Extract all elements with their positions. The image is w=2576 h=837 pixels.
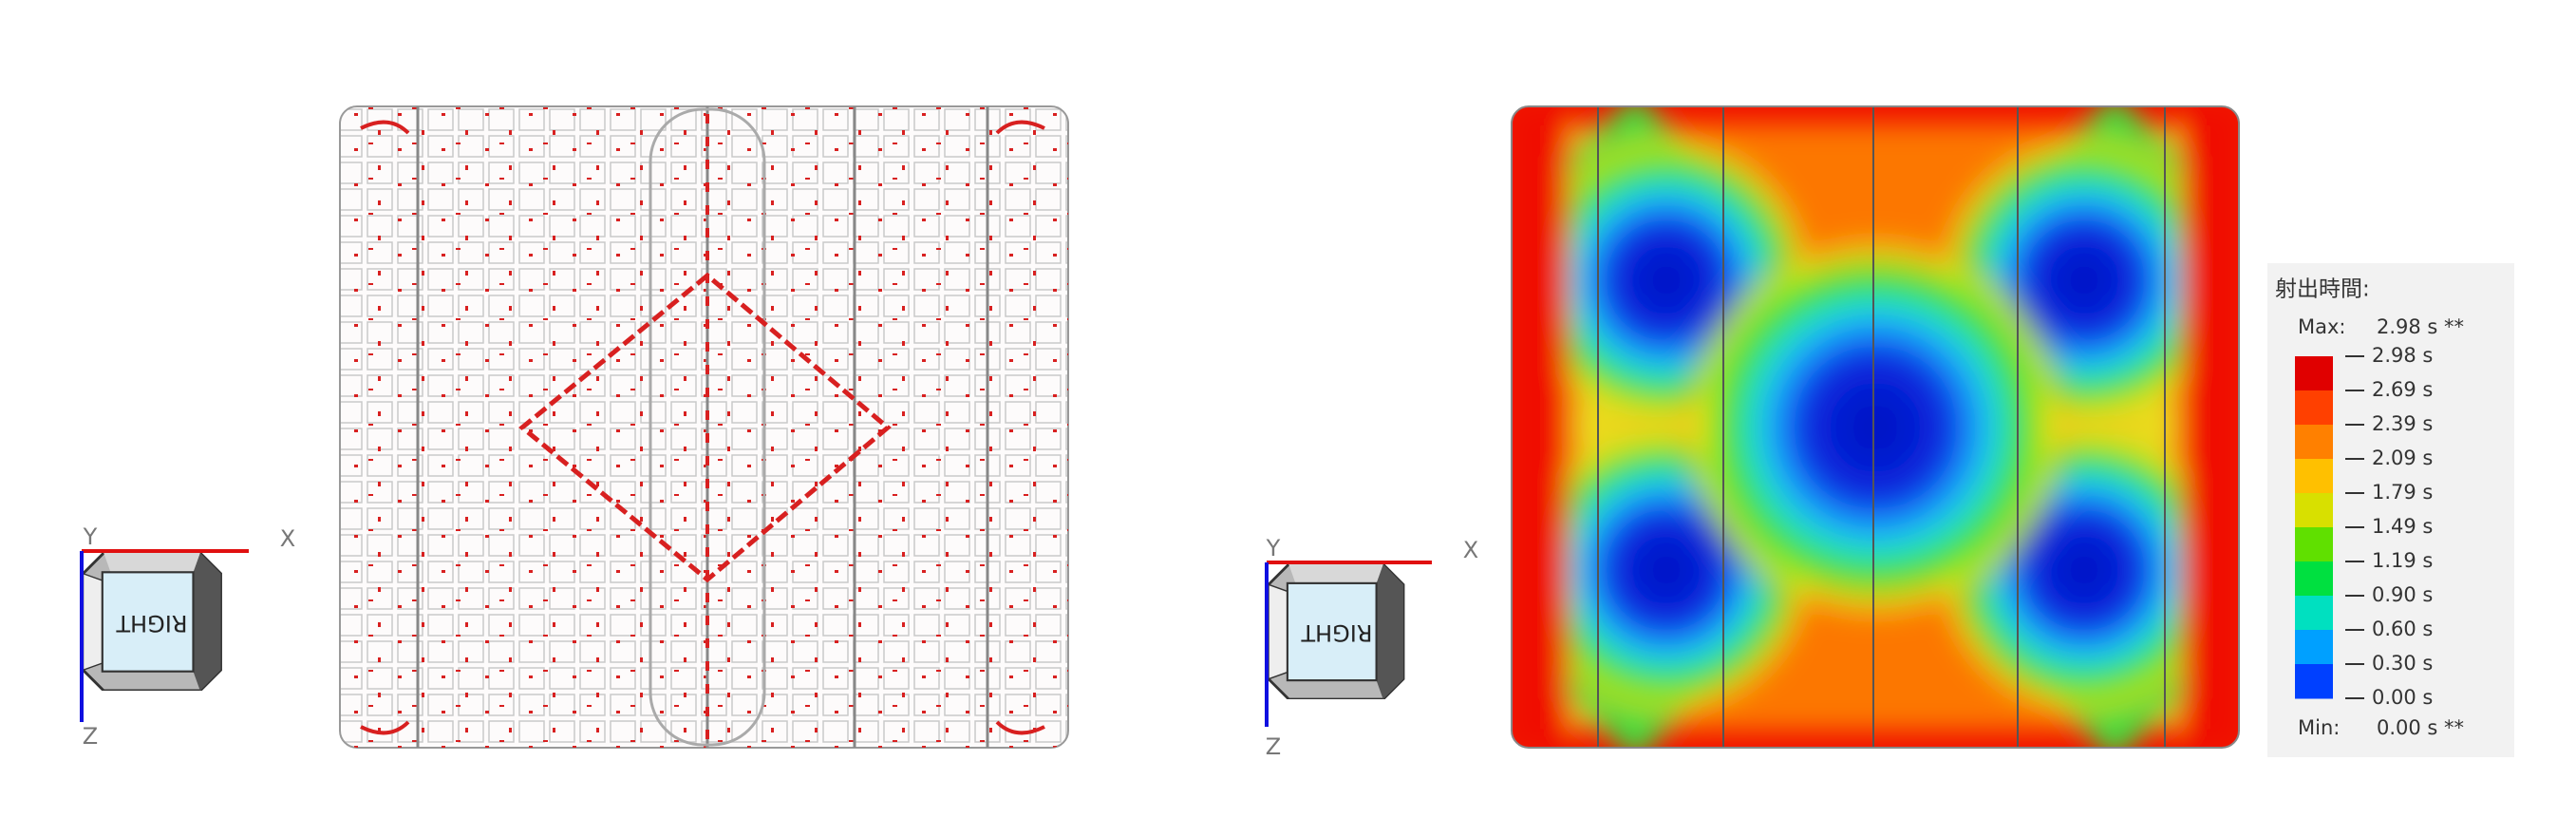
color-band bbox=[2295, 664, 2333, 699]
view-cube[interactable]: RIGHT Y X Z bbox=[1265, 535, 1479, 760]
axis-label: Y bbox=[1266, 535, 1281, 561]
axis-label: Y bbox=[83, 523, 98, 550]
legend: 射出時間: Max: 2.98 s ** Min: 0.00 s ** 2.98… bbox=[2267, 263, 2514, 757]
axis-label: Z bbox=[83, 723, 98, 750]
legend-tick-label: 2.98 s bbox=[2372, 344, 2433, 367]
cube-face: RIGHT bbox=[116, 610, 187, 637]
legend-tick-label: 2.69 s bbox=[2372, 378, 2433, 401]
plate-outline bbox=[1511, 105, 2240, 749]
color-band bbox=[2295, 561, 2333, 597]
axis-label: X bbox=[1463, 537, 1478, 563]
color-band bbox=[2295, 459, 2333, 494]
max-value: 2.98 s ** bbox=[2377, 315, 2464, 338]
legend-tick-label: 0.90 s bbox=[2372, 583, 2433, 606]
axis-label: X bbox=[280, 525, 295, 552]
axis-label: Z bbox=[1266, 733, 1281, 760]
legend-tick-label: 1.19 s bbox=[2372, 549, 2433, 572]
legend-title: 射出時間: bbox=[2275, 277, 2370, 302]
min-label: Min: bbox=[2298, 716, 2340, 739]
legend-tick-label: 2.39 s bbox=[2372, 412, 2433, 435]
color-band bbox=[2295, 390, 2333, 426]
legend-tick-label: 0.30 s bbox=[2372, 652, 2433, 675]
legend-tick-label: 0.60 s bbox=[2372, 618, 2433, 640]
color-band bbox=[2295, 630, 2333, 665]
cube-face: RIGHT bbox=[1301, 619, 1372, 646]
max-label: Max: bbox=[2298, 315, 2346, 338]
color-band bbox=[2295, 425, 2333, 460]
legend-tick-label: 0.00 s bbox=[2372, 686, 2433, 709]
view-cube[interactable]: RIGHT Y X Z bbox=[80, 523, 295, 750]
color-band bbox=[2295, 356, 2333, 391]
left-plate bbox=[339, 105, 1069, 749]
color-band bbox=[2295, 596, 2333, 631]
color-band bbox=[2295, 527, 2333, 562]
min-value: 0.00 s ** bbox=[2377, 716, 2464, 739]
color-band bbox=[2295, 493, 2333, 528]
legend-tick-label: 2.09 s bbox=[2372, 447, 2433, 469]
legend-tick-label: 1.79 s bbox=[2372, 481, 2433, 504]
legend-tick-label: 1.49 s bbox=[2372, 515, 2433, 538]
fill-time-map bbox=[1512, 106, 2239, 748]
